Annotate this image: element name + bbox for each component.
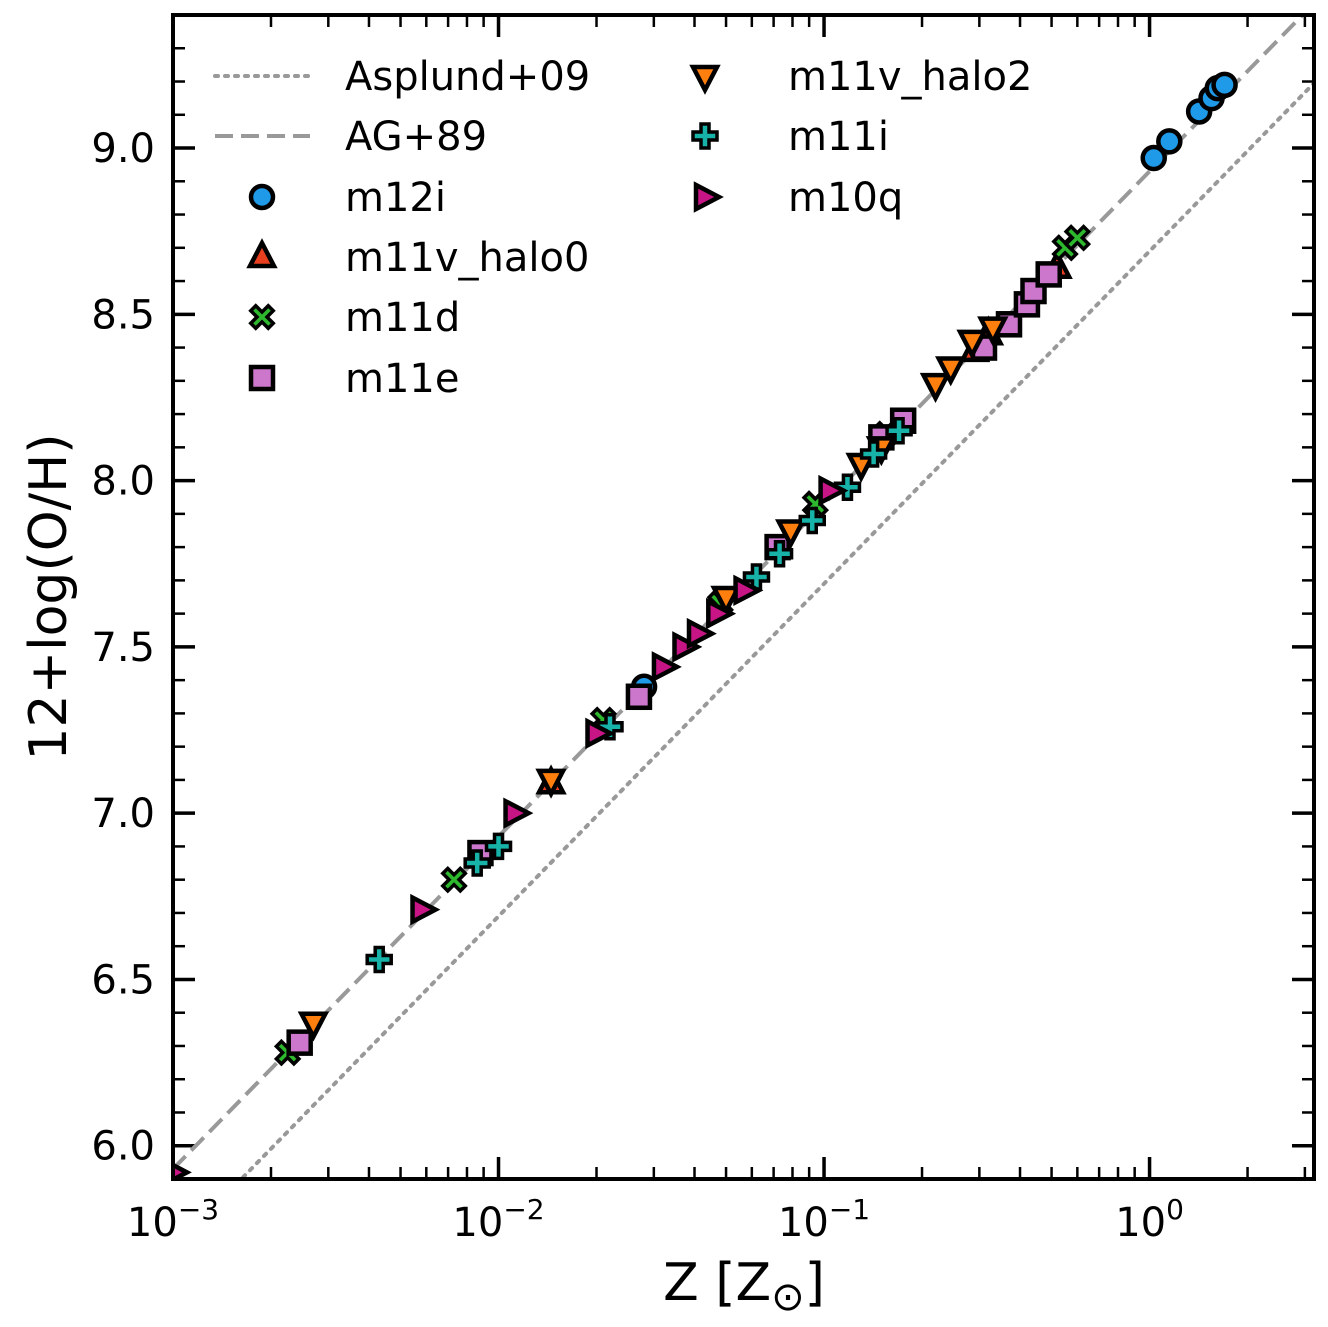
legend-marker-m12i — [248, 183, 276, 211]
x-tick-label-exp: −3 — [178, 1193, 219, 1226]
x-tick-label-base: 10 — [1115, 1200, 1166, 1246]
data-point-m11v-halo2 — [935, 356, 967, 387]
legend-label: m11v_halo0 — [345, 235, 589, 281]
data-point-m11i — [765, 540, 794, 568]
data-point-m10q — [651, 651, 682, 683]
y-tick-label: 6.5 — [91, 957, 155, 1003]
y-axis-label: 12+log(O/H) — [19, 433, 79, 760]
series-m10q — [173, 474, 849, 1179]
y-tick-label: 8.0 — [91, 459, 155, 505]
data-point-m10q — [686, 617, 717, 650]
y-tick-label: 9.0 — [91, 126, 155, 172]
y-tick-label: 6.0 — [91, 1124, 155, 1170]
legend-label: Asplund+09 — [345, 54, 590, 100]
legend-label: m10q — [788, 175, 903, 221]
data-point-m11e — [1035, 261, 1062, 288]
data-point-m11i — [859, 440, 888, 468]
x-tick-label: 10−1 — [778, 1193, 870, 1246]
data-point-m12i — [1156, 128, 1183, 155]
x-tick-label: 100 — [1115, 1193, 1184, 1246]
x-tick-label-base: 10 — [127, 1200, 178, 1246]
data-point-m11e — [625, 683, 653, 711]
data-points — [173, 71, 1238, 1179]
legend: Asplund+09 AG+89 m12i m11v_halo0 m11d m11e m11… — [213, 54, 1032, 402]
legend-marker-m11d — [248, 303, 276, 331]
data-point-m11v-halo2 — [956, 329, 988, 360]
legend-marker-m11e — [248, 364, 276, 392]
x-tick-label-base: 10 — [778, 1200, 829, 1246]
data-point-m10q — [410, 893, 441, 926]
x-axis-label-sub: ⊙ — [771, 1274, 805, 1320]
data-point-m11d — [1063, 224, 1092, 252]
data-point-m11i — [596, 712, 624, 741]
data-point-m10q — [503, 797, 534, 829]
data-point-m11v-halo2 — [535, 768, 567, 799]
data-point-m10q — [733, 574, 764, 607]
y-tick-label: 7.5 — [91, 625, 155, 671]
y-tick-label: 7.0 — [91, 791, 155, 837]
data-point-m11e — [286, 1029, 313, 1056]
x-tick-label-base: 10 — [452, 1200, 503, 1246]
legend-label: m11e — [345, 356, 459, 402]
legend-marker-m10q — [693, 181, 724, 213]
x-axis-label: Z [Z⊙] — [663, 1253, 825, 1320]
data-point-m10q — [585, 717, 616, 750]
data-point-m11i — [798, 506, 827, 535]
data-point-m11i — [365, 945, 393, 974]
data-point-m11d — [440, 865, 468, 894]
data-point-m11i — [463, 849, 491, 877]
legend-label: AG+89 — [345, 114, 487, 160]
data-point-m11v-halo2 — [919, 372, 952, 404]
x-tick-label: 10−2 — [452, 1193, 544, 1246]
series-m11v-halo2 — [297, 316, 1009, 1042]
data-point-m11i — [833, 473, 862, 502]
y-tick-label: 8.5 — [91, 292, 155, 338]
legend-label: m11d — [345, 295, 460, 341]
reference-line-asplund-09 — [238, 81, 1314, 1179]
x-tick-label-exp: −2 — [503, 1193, 544, 1226]
plot-frame — [171, 13, 1316, 1181]
series-m11i — [365, 416, 913, 974]
data-point-m11i — [885, 416, 913, 445]
data-point-m10q — [706, 597, 737, 630]
x-axis-label-main: Z [Z — [663, 1253, 771, 1313]
data-point-m12i — [1211, 71, 1238, 99]
x-axis-label-close: ] — [805, 1253, 825, 1313]
data-point-m11v-halo2 — [710, 585, 742, 616]
data-point-m11v-halo2 — [297, 1011, 330, 1042]
legend-label: m11i — [788, 114, 889, 160]
data-point-m11i — [484, 832, 513, 861]
x-tick-label-exp: −1 — [829, 1193, 870, 1226]
x-tick-label: 10−3 — [127, 1193, 219, 1246]
data-point-m10q — [818, 474, 849, 507]
data-point-m12i — [1140, 144, 1167, 172]
legend-marker-m11v-halo2 — [689, 64, 721, 95]
legend-marker-m11v-halo0 — [246, 238, 278, 269]
data-point-m11v-halo2 — [775, 519, 807, 550]
data-point-m11v-halo2 — [977, 316, 1009, 347]
legend-marker-m11i — [691, 122, 719, 150]
legend-label: m12i — [345, 175, 446, 221]
legend-label: m11v_halo2 — [788, 54, 1032, 100]
x-tick-label-exp: 0 — [1166, 1193, 1184, 1226]
data-point-m10q — [672, 631, 703, 663]
